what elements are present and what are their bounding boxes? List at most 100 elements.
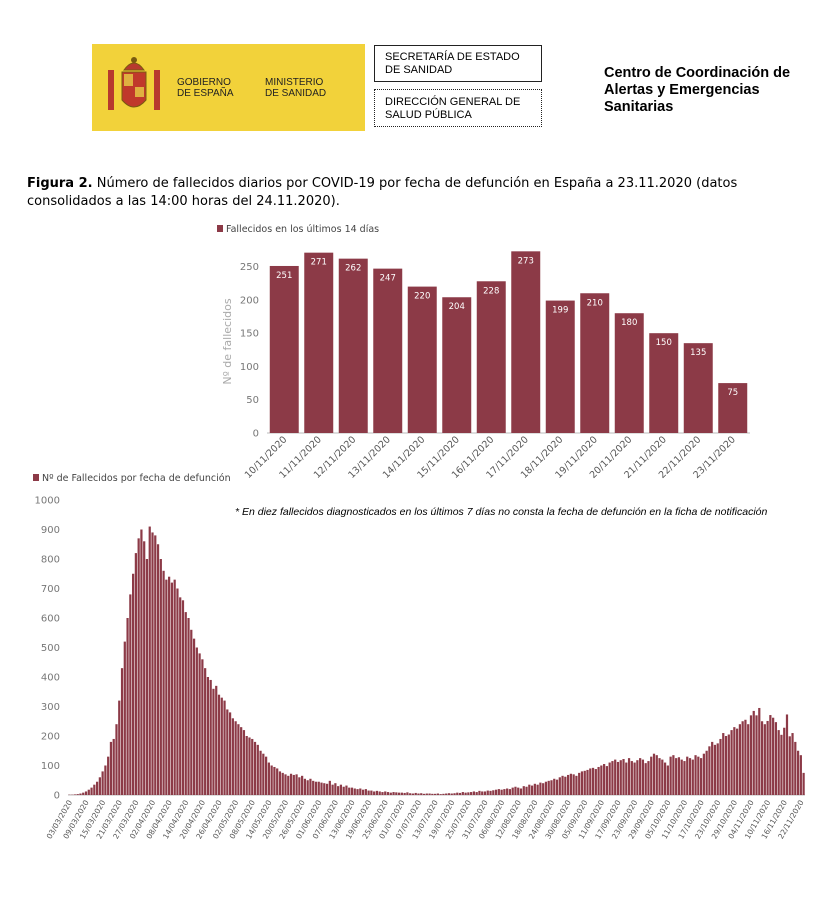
bar [486, 790, 489, 795]
bar [456, 792, 459, 795]
bar [278, 771, 282, 795]
caption: Figura 2. Número de fallecidos diarios p… [27, 175, 747, 211]
bar [608, 762, 611, 795]
bar [389, 792, 392, 795]
bar [392, 792, 395, 795]
bar [228, 712, 232, 795]
bar [359, 788, 362, 795]
bar [292, 774, 295, 795]
caption-label: Figura 2. [27, 176, 93, 191]
bar [386, 792, 390, 795]
bar [677, 757, 681, 795]
bar [339, 784, 343, 795]
bar [561, 775, 564, 795]
bar [749, 715, 753, 795]
y-tick-label: 150 [240, 329, 259, 340]
bar [204, 668, 207, 795]
bar [295, 774, 298, 795]
direccion-box: DIRECCIÓN GENERAL DE SALUD PÚBLICA [374, 89, 542, 127]
bar [384, 791, 387, 795]
bar [747, 724, 750, 795]
bar [760, 721, 764, 795]
bar [614, 313, 644, 433]
bar [129, 594, 132, 795]
bar [619, 760, 622, 795]
bar [724, 736, 728, 795]
bar [752, 710, 755, 795]
bar [744, 719, 747, 795]
secretaria-box: SECRETARÍA DE ESTADO DE SANIDAD [374, 45, 542, 82]
bar [145, 559, 149, 795]
bar [697, 756, 700, 795]
bar [331, 784, 334, 795]
bar [309, 778, 312, 795]
bar [84, 791, 88, 795]
bar [104, 765, 107, 795]
bar [494, 789, 498, 795]
data-label: 247 [380, 274, 396, 284]
y-tick-label: 500 [41, 643, 60, 654]
data-label: 210 [587, 298, 603, 308]
bar [649, 333, 679, 433]
bar [683, 761, 686, 795]
bar [411, 793, 415, 795]
y-tick-label: 200 [240, 295, 259, 306]
bar [190, 629, 193, 795]
bar [281, 772, 284, 795]
bar [118, 700, 121, 795]
bar [132, 573, 135, 795]
bar [453, 793, 456, 795]
bar [361, 789, 365, 795]
bar [672, 755, 675, 795]
bar [173, 579, 176, 795]
bar [112, 738, 115, 795]
bar [256, 744, 259, 795]
bar [655, 755, 658, 795]
bar [727, 734, 730, 795]
bar [434, 793, 437, 795]
bar [572, 774, 575, 795]
bar [304, 252, 334, 433]
bar [730, 730, 733, 795]
bar [755, 715, 758, 795]
bar [500, 789, 503, 795]
centro-title: Centro de Coordinación de Alertas y Emer… [604, 65, 791, 115]
bar [267, 762, 270, 795]
y-tick-label: 50 [246, 395, 259, 406]
y-tick-label: 250 [240, 262, 259, 273]
bar [699, 758, 703, 795]
bar [517, 787, 520, 795]
bar [780, 734, 783, 795]
bar [431, 793, 434, 795]
bar [151, 532, 154, 795]
bar [497, 789, 500, 795]
bar [447, 793, 451, 795]
bar [675, 758, 678, 795]
bar [276, 768, 279, 795]
bar [569, 773, 572, 795]
bar [154, 535, 157, 795]
bar [733, 727, 736, 795]
bar [378, 791, 381, 795]
bar [611, 761, 614, 795]
bar [406, 792, 409, 795]
data-label: 262 [345, 264, 361, 274]
bar [641, 759, 645, 795]
bar [350, 787, 354, 795]
bar [580, 771, 584, 795]
y-tick-label: 600 [41, 614, 60, 625]
bar [93, 784, 96, 795]
bar [217, 694, 221, 795]
bar [95, 781, 99, 795]
bar [120, 668, 124, 795]
bar [633, 762, 636, 795]
bar [616, 761, 620, 795]
bar [148, 526, 151, 795]
bar [137, 538, 140, 795]
data-label: 150 [656, 338, 672, 348]
bar [107, 756, 110, 795]
bar [716, 743, 719, 795]
bar [179, 597, 182, 795]
y-tick-label: 0 [253, 429, 259, 440]
